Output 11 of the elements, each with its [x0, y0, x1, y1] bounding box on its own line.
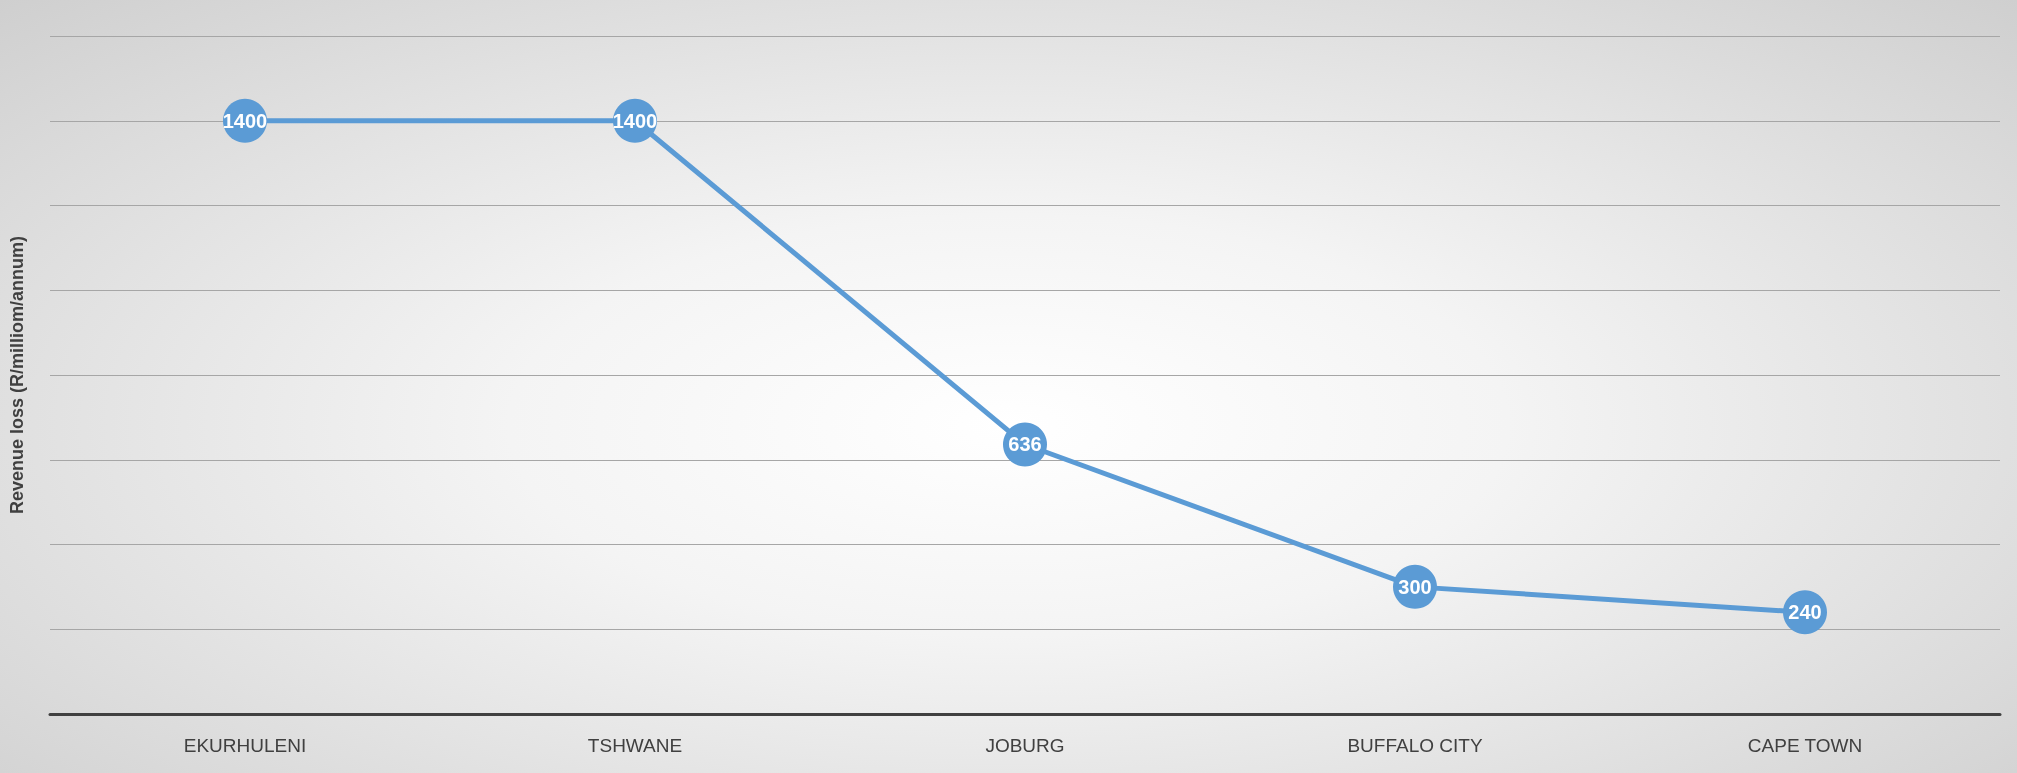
data-label: 1400: [612, 109, 658, 132]
data-label: 240: [1788, 601, 1822, 624]
data-label: 300: [1398, 575, 1432, 598]
x-tick-label: JOBURG: [985, 735, 1065, 756]
data-label: 1400: [222, 109, 268, 132]
x-tick-label: CAPE TOWN: [1747, 735, 1863, 756]
x-tick-label: EKURHULENI: [183, 735, 307, 756]
data-label: 636: [1008, 433, 1042, 456]
x-tick-label: TSHWANE: [587, 735, 683, 756]
x-tick-label: BUFFALO CITY: [1347, 735, 1483, 756]
y-axis-title: Revenue loss (R/milliom/annum): [7, 235, 27, 515]
